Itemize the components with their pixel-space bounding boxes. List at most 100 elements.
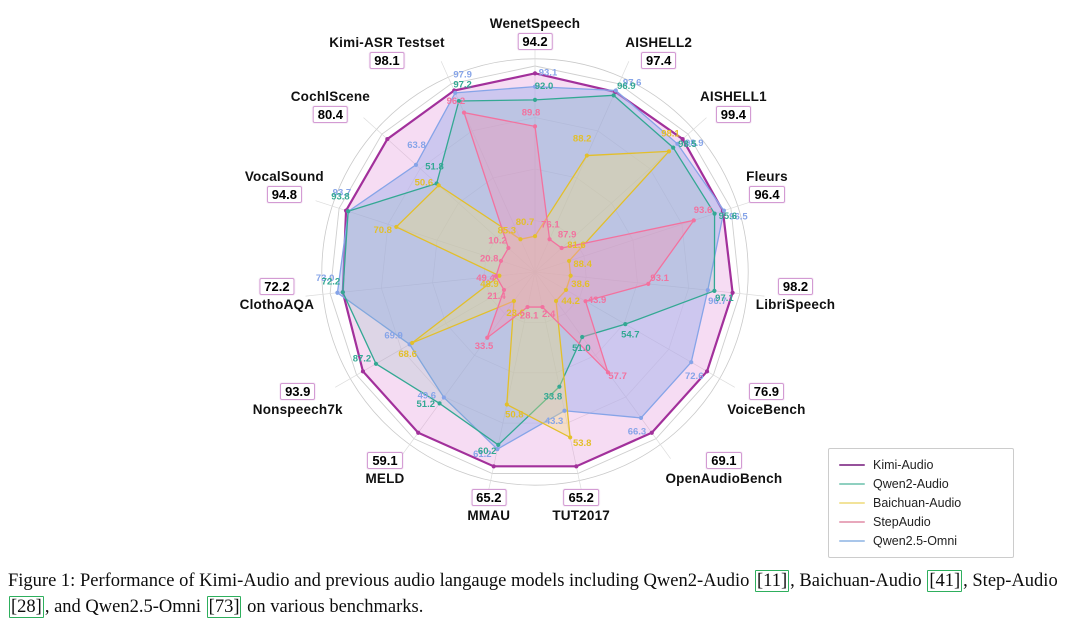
value-label: 48.9: [480, 279, 499, 290]
value-label: 81.6: [567, 240, 586, 251]
value-label: 96.5: [729, 212, 748, 223]
vertex-dot: [340, 290, 345, 295]
citation-ref: [28]: [9, 596, 44, 619]
legend-label: Baichuan-Audio: [873, 496, 962, 510]
vertex-dot: [360, 369, 366, 374]
vertex-dot: [563, 287, 569, 293]
vertex-dot: [456, 98, 461, 104]
value-label: 33.8: [544, 391, 563, 402]
legend: Kimi-Audio Qwen2-Audio Baichuan-Audio StepA…: [828, 448, 1014, 558]
vertex-dot: [385, 136, 390, 142]
value-label: 76.1: [541, 220, 560, 231]
axis-spoke: [486, 271, 536, 498]
caption-text: on various benchmarks.: [242, 597, 424, 618]
vertex-dot: [453, 90, 458, 95]
value-label: 88.2: [573, 133, 592, 144]
vertex-dot: [485, 335, 490, 340]
vertex-dot: [730, 290, 735, 295]
value-label: 51.0: [572, 343, 591, 354]
series-polygon-Qwen2.5-Omni: [336, 85, 725, 450]
vertex-dot: [568, 273, 573, 278]
value-label: 98.9: [685, 138, 704, 149]
vertex-dot: [497, 273, 502, 278]
value-label: 28.1: [520, 311, 539, 322]
grid-ring: [483, 220, 587, 323]
vertex-dot: [346, 209, 351, 214]
value-label: 93.8: [331, 191, 350, 202]
legend-label: Qwen2.5-Omni: [873, 534, 958, 548]
vertex-dot: [498, 258, 504, 264]
vertex-dot: [495, 447, 500, 452]
vertex-dot: [562, 408, 567, 413]
vertex-dot: [712, 211, 717, 216]
axis-spoke: [363, 117, 536, 273]
vertex-dot: [547, 237, 552, 242]
vertex-dot: [574, 464, 579, 469]
radar-svg: 93.1 97.6 98.9 96.5 96.7 72.6 66.3 43.3 61.2 49.6…: [305, 41, 765, 498]
value-label: 96.2: [447, 96, 466, 107]
value-label: 96.9: [617, 81, 636, 92]
value-label: 68.6: [398, 349, 417, 360]
vertex-dot: [532, 84, 538, 89]
value-label: 93.1: [650, 273, 669, 284]
vertex-dot: [613, 88, 618, 93]
value-label: 61.2: [473, 449, 492, 460]
citation-ref: [11]: [755, 570, 790, 592]
vertex-dot: [493, 273, 499, 279]
vertex-dot: [646, 281, 651, 287]
value-label: 92.0: [535, 81, 554, 92]
legend-line-swatch: [839, 502, 865, 504]
value-label: 73.0: [316, 273, 335, 284]
value-label: 69.9: [384, 331, 403, 342]
value-label: 50.6: [415, 177, 434, 188]
axis-spoke: [534, 200, 755, 273]
value-label: 43.9: [588, 295, 607, 306]
vertex-dot: [525, 304, 530, 310]
series-polygon-Baichuan-Audio: [395, 150, 671, 439]
legend-label: Kimi-Audio: [873, 458, 934, 472]
vertex-dot: [704, 369, 710, 374]
caption-text: , Step-Audio: [963, 571, 1058, 591]
vertex-dot: [496, 442, 501, 447]
vertex-dot: [501, 287, 507, 293]
legend-item-Kimi-Audio: Kimi-Audio: [839, 458, 1001, 472]
value-label: 98.5: [678, 139, 697, 150]
vertex-dot: [532, 71, 538, 76]
value-label: 49.6: [418, 391, 437, 402]
vertex-dot: [506, 245, 511, 251]
vertex-dot: [491, 464, 496, 469]
grid-ring: [380, 117, 690, 424]
value-label: 93.7: [333, 188, 352, 199]
value-label: 63.8: [407, 140, 426, 151]
vertex-dot: [566, 258, 572, 264]
vertex-dot: [675, 141, 680, 146]
value-label: 88.4: [573, 259, 592, 270]
axis-spoke: [534, 271, 735, 388]
vertex-dot: [666, 149, 672, 154]
series-polygon-StepAudio: [463, 111, 696, 373]
value-label: 50.8: [505, 409, 524, 420]
vertex-dot: [584, 153, 589, 158]
vertex-dot: [410, 340, 415, 346]
value-label: 57.7: [608, 371, 627, 382]
vertex-dot: [437, 401, 442, 406]
vertex-dot: [721, 208, 727, 213]
vertex-dot: [394, 224, 399, 230]
vertex-dot: [557, 384, 562, 389]
vertex-dot: [605, 370, 611, 375]
legend-line-swatch: [839, 540, 865, 542]
value-label: 54.7: [621, 329, 640, 340]
vertex-dot: [416, 430, 421, 435]
value-label: 2.4: [542, 309, 556, 320]
vertex-dot: [559, 245, 564, 251]
value-label: 97.6: [623, 78, 642, 89]
vertex-dot: [373, 361, 379, 366]
value-label: 38.6: [571, 279, 590, 290]
value-label: 10.2: [488, 236, 507, 247]
legend-item-Baichuan-Audio: Baichuan-Audio: [839, 496, 1001, 510]
vertex-dot: [671, 145, 676, 150]
value-label: 33.5: [475, 341, 494, 352]
vertex-dot: [436, 183, 441, 188]
value-label: 97.1: [715, 293, 734, 304]
